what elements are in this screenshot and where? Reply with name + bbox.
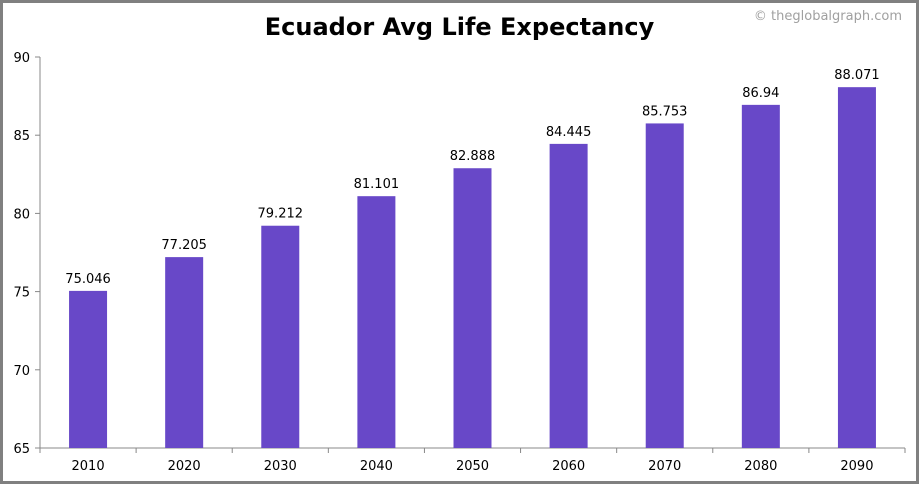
data-label: 82.888 xyxy=(450,149,496,164)
bar xyxy=(165,257,204,448)
x-tick-label: 2030 xyxy=(264,459,297,474)
data-label: 86.94 xyxy=(742,86,779,101)
x-tick-label: 2040 xyxy=(360,459,393,474)
data-label: 88.071 xyxy=(834,68,880,83)
x-tick-label: 2070 xyxy=(648,459,681,474)
chart-title: Ecuador Avg Life Expectancy xyxy=(264,13,655,41)
data-label: 84.445 xyxy=(546,125,592,140)
bar xyxy=(69,290,108,448)
data-label: 75.046 xyxy=(65,272,111,287)
bar xyxy=(741,104,780,448)
y-tick-label: 85 xyxy=(13,129,30,144)
y-tick-label: 70 xyxy=(13,364,30,379)
credit-text: © theglobalgraph.com xyxy=(753,9,902,24)
bar xyxy=(357,196,396,448)
bar xyxy=(261,225,300,448)
bar-chart: 65 70 75 80 85 90 75.046 2010 77.205 2020 79.212 20… xyxy=(13,51,906,474)
bar xyxy=(645,123,684,448)
y-tick-label: 80 xyxy=(13,207,30,222)
data-label: 85.753 xyxy=(642,104,688,119)
x-tick-label: 2020 xyxy=(168,459,201,474)
x-tick-label: 2060 xyxy=(552,459,585,474)
data-label: 81.101 xyxy=(354,177,400,192)
x-tick-label: 2080 xyxy=(744,459,777,474)
y-tick-label: 65 xyxy=(13,442,30,457)
y-tick-label: 90 xyxy=(13,51,30,66)
x-tick-label: 2010 xyxy=(72,459,105,474)
bar xyxy=(453,168,492,448)
bar xyxy=(549,143,588,449)
x-tick-label: 2090 xyxy=(840,459,873,474)
y-tick-label: 75 xyxy=(13,286,30,301)
bar xyxy=(837,87,876,449)
x-tick-label: 2050 xyxy=(456,459,489,474)
data-label: 77.205 xyxy=(161,238,207,253)
data-label: 79.212 xyxy=(258,207,304,222)
